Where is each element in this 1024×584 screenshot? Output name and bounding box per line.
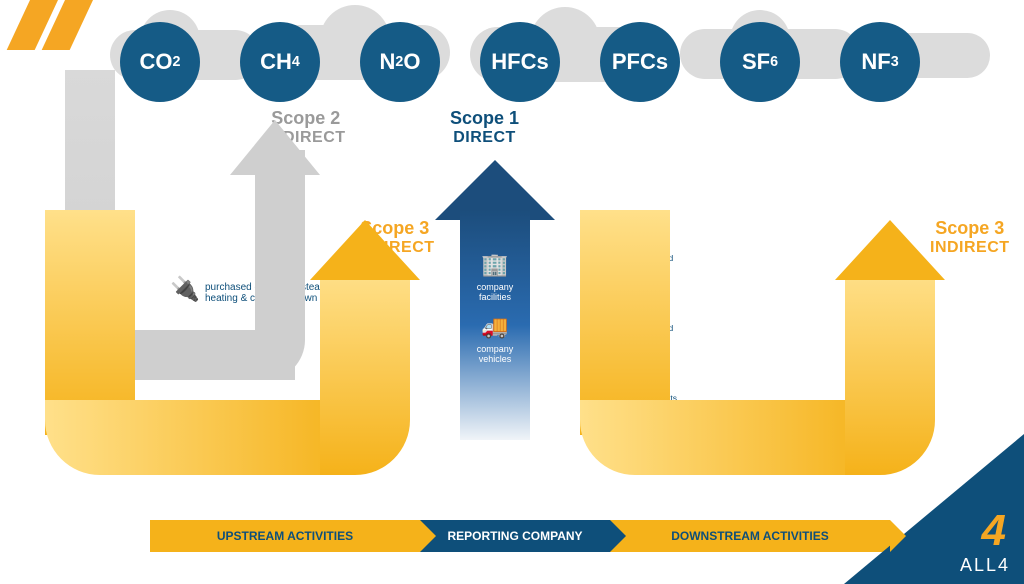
scope1-item: 🚚company vehicles — [460, 314, 530, 364]
reporting-label: REPORTING COMPANY — [447, 529, 582, 543]
scope1-item: 🏢company facilities — [460, 252, 530, 302]
gas-circle: SF6 — [720, 22, 800, 102]
gas-circle: NF3 — [840, 22, 920, 102]
brand-mark: 4 — [982, 506, 1006, 556]
brand-text: ALL4 — [960, 555, 1010, 576]
activity-bar: UPSTREAM ACTIVITIES REPORTING COMPANY DO… — [150, 520, 890, 552]
downstream-label: DOWNSTREAM ACTIVITIES — [671, 529, 829, 543]
gas-circle: HFCs — [480, 22, 560, 102]
scope3-upstream-flow — [45, 210, 445, 490]
upstream-segment: UPSTREAM ACTIVITIES — [150, 520, 420, 552]
reporting-segment: REPORTING COMPANY — [420, 520, 610, 552]
upstream-label: UPSTREAM ACTIVITIES — [217, 529, 353, 543]
scope-label-scope1: Scope 1DIRECT — [450, 108, 519, 147]
scope3-downstream-flow — [580, 210, 980, 490]
gas-circle: PFCs — [600, 22, 680, 102]
scope1-arrow: 🏢company facilities 🚚company vehicles — [445, 160, 545, 440]
